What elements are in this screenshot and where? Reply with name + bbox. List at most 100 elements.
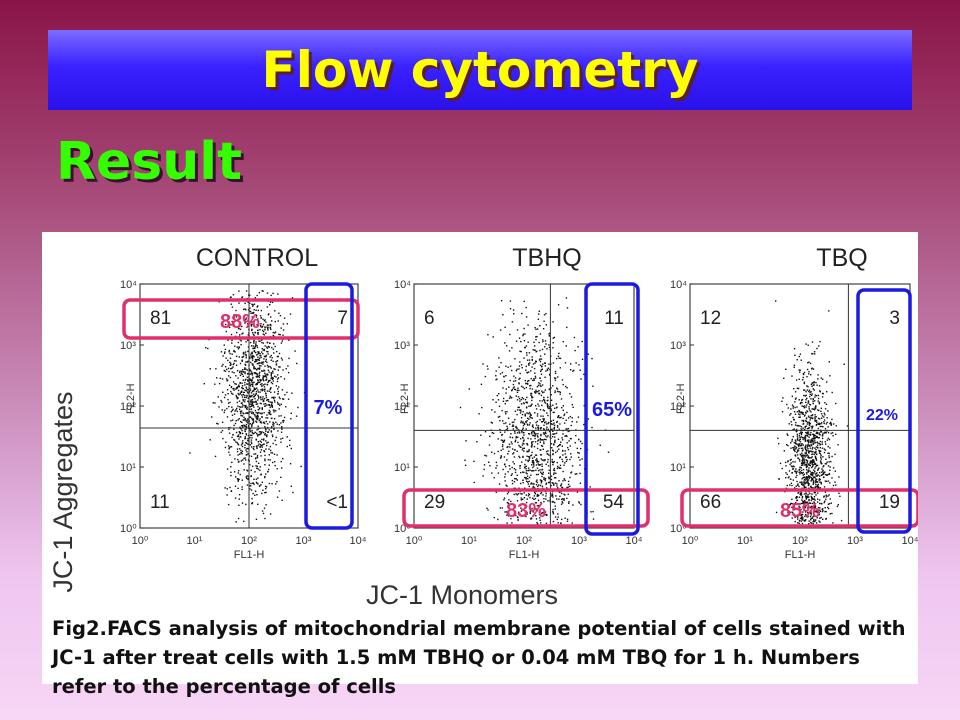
- scatter-point: [540, 370, 542, 372]
- scatter-point: [577, 451, 579, 454]
- scatter-point: [538, 389, 540, 392]
- scatter-point: [246, 376, 249, 378]
- scatter-point: [820, 407, 822, 409]
- scatter-point: [240, 436, 242, 438]
- scatter-point: [550, 478, 553, 481]
- scatter-point: [556, 421, 558, 423]
- scatter-point: [517, 406, 519, 409]
- scatter-point: [241, 387, 244, 390]
- scatter-point: [537, 403, 539, 405]
- scatter-point: [787, 444, 789, 447]
- scatter-point: [823, 421, 825, 423]
- scatter-point: [257, 379, 259, 382]
- scatter-point: [243, 404, 245, 407]
- scatter-point: [514, 388, 516, 390]
- scatter-point: [570, 453, 572, 455]
- scatter-point: [555, 472, 557, 474]
- scatter-point: [573, 336, 576, 339]
- scatter-point: [266, 324, 269, 326]
- scatter-point: [245, 290, 248, 292]
- scatter-point: [542, 511, 544, 514]
- scatter-point: [821, 447, 824, 449]
- scatter-point: [253, 365, 255, 368]
- scatter-point: [791, 484, 793, 487]
- scatter-point: [802, 454, 804, 456]
- scatter-point: [260, 365, 262, 367]
- scatter-point: [217, 423, 219, 425]
- scatter-point: [788, 423, 790, 425]
- scatter-point: [214, 383, 216, 385]
- scatter-point: [525, 401, 527, 403]
- scatter-point: [544, 438, 546, 441]
- scatter-point: [526, 402, 528, 404]
- scatter-point: [266, 292, 269, 294]
- scatter-point: [267, 431, 270, 433]
- scatter-point: [814, 420, 816, 422]
- scatter-point: [805, 477, 807, 479]
- scatter-point: [535, 515, 537, 517]
- scatter-point: [255, 401, 257, 403]
- scatter-point: [793, 447, 795, 449]
- scatter-point: [261, 290, 263, 292]
- scatter-point: [818, 409, 820, 412]
- scatter-point: [264, 426, 266, 428]
- scatter-point: [535, 338, 537, 341]
- scatter-point: [799, 416, 801, 418]
- scatter-point: [270, 324, 272, 327]
- scatter-point: [795, 485, 797, 487]
- scatter-point: [828, 472, 831, 475]
- scatter-point: [260, 356, 262, 359]
- scatter-point: [809, 404, 812, 406]
- scatter-point: [230, 446, 233, 448]
- scatter-point: [556, 406, 558, 408]
- scatter-point: [237, 419, 239, 421]
- scatter-point: [266, 346, 268, 348]
- scatter-point: [811, 414, 813, 417]
- scatter-points: [775, 300, 849, 525]
- scatter-point: [234, 458, 236, 460]
- scatter-point: [802, 455, 805, 457]
- scatter-point: [258, 359, 260, 361]
- scatter-point: [245, 355, 247, 357]
- scatter-point: [528, 433, 530, 435]
- scatter-point: [278, 424, 281, 426]
- scatter-point: [520, 403, 523, 405]
- scatter-point: [249, 385, 252, 387]
- scatter-point: [249, 322, 252, 324]
- scatter-point: [531, 464, 533, 466]
- scatter-point: [271, 434, 274, 436]
- scatter-point: [249, 387, 251, 390]
- scatter-point: [536, 420, 538, 423]
- scatter-point: [260, 484, 262, 486]
- scatter-point: [801, 413, 803, 415]
- scatter-point: [269, 379, 271, 382]
- scatter-point: [255, 344, 257, 346]
- scatter-point: [529, 416, 531, 418]
- scatter-point: [279, 334, 281, 336]
- scatter-point: [812, 483, 814, 485]
- scatter-point: [562, 470, 564, 473]
- scatter-point: [553, 411, 555, 414]
- y-tick-label: 10³: [394, 340, 410, 352]
- scatter-point: [509, 446, 511, 448]
- y-tick-label: 10⁰: [120, 523, 137, 535]
- scatter-point: [532, 431, 534, 433]
- scatter-point: [245, 396, 247, 399]
- scatter-point: [546, 399, 548, 402]
- scatter-point: [793, 465, 795, 468]
- scatter-point: [527, 380, 529, 382]
- scatter-point: [811, 465, 814, 468]
- scatter-point: [811, 473, 813, 475]
- scatter-point: [527, 341, 529, 343]
- scatter-point: [553, 336, 556, 339]
- scatter-point: [811, 341, 814, 343]
- scatter-point: [265, 434, 267, 437]
- scatter-point: [235, 394, 237, 397]
- scatter-point: [238, 385, 240, 388]
- scatter-point: [552, 385, 554, 387]
- scatter-point: [825, 518, 827, 520]
- scatter-point: [536, 509, 539, 512]
- scatter-point: [828, 361, 830, 363]
- scatter-point: [257, 309, 259, 312]
- scatter-point: [811, 461, 813, 463]
